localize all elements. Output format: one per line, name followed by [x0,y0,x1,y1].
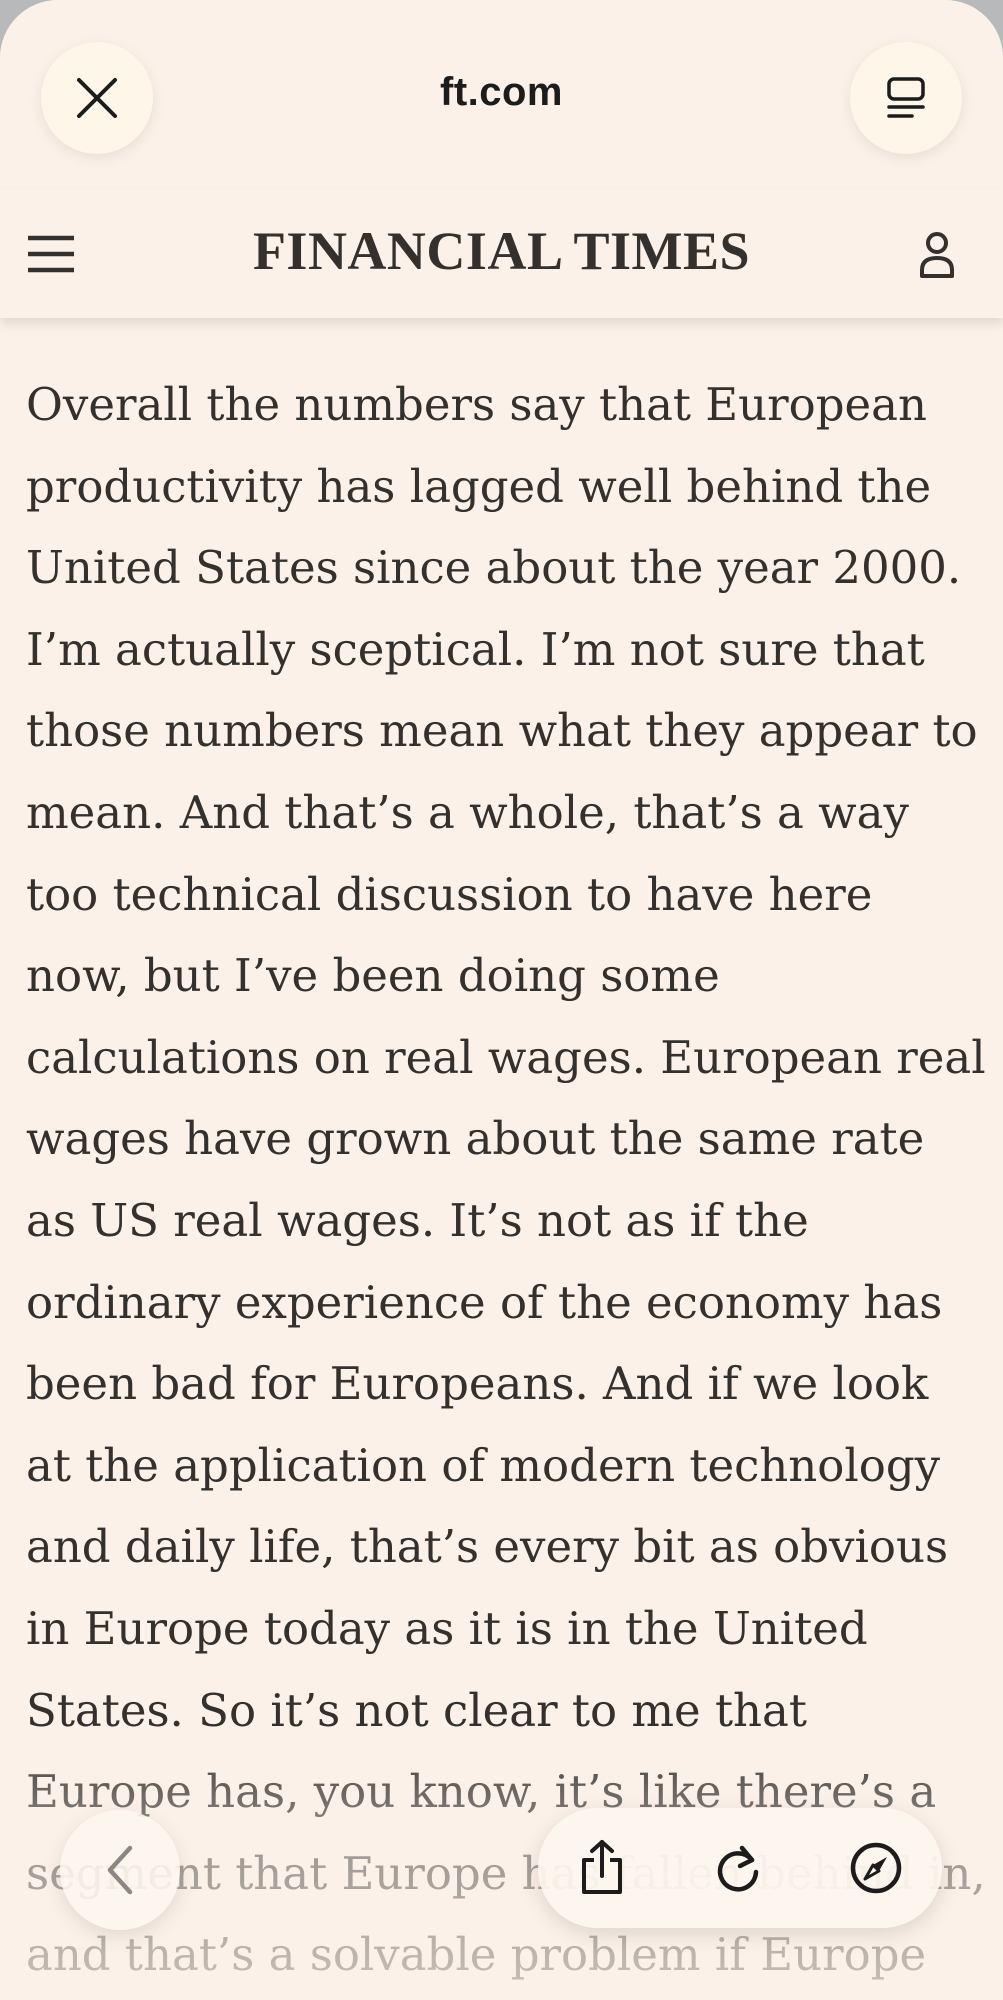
site-logo[interactable]: FINANCIAL TIMES [252,221,751,281]
article-body: Overall the numbers say that European pr… [26,378,986,1982]
page-domain[interactable]: ft.com [440,70,563,114]
reload-icon [717,1845,759,1892]
chevron-left-icon [107,1845,133,1895]
close-button[interactable] [41,42,153,154]
share-button[interactable] [562,1828,642,1908]
account-button[interactable] [912,224,962,284]
reader-mode-icon [887,77,925,118]
hamburger-menu-icon [28,235,74,273]
compass-icon [850,1842,902,1894]
site-header: FINANCIAL TIMES [0,190,1003,318]
close-icon [77,78,117,118]
share-icon [582,1840,622,1894]
menu-button[interactable] [26,226,76,282]
compass-button[interactable] [836,1828,916,1908]
browser-toolbar [538,1808,942,1928]
reload-button[interactable] [698,1828,778,1908]
account-icon [920,232,954,278]
back-button[interactable] [60,1810,180,1930]
reader-mode-button[interactable] [850,42,962,154]
browser-top-bar: ft.com [0,0,1003,190]
